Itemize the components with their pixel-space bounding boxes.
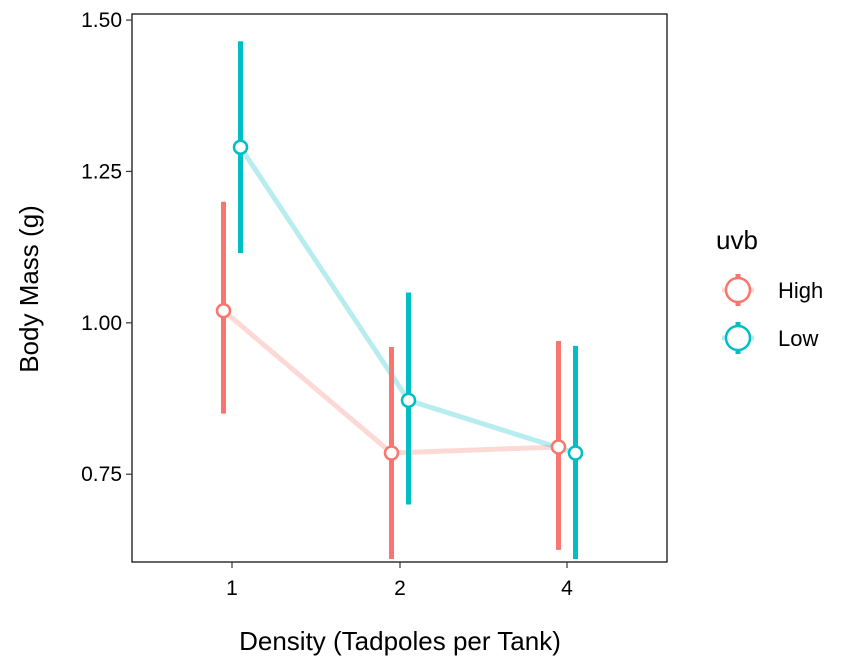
y-axis: 0.75 1.00 1.25 1.50 xyxy=(81,9,132,486)
point-low xyxy=(567,445,584,461)
legend-label-low: Low xyxy=(778,326,818,351)
y-tick-label: 0.75 xyxy=(81,463,122,486)
x-axis-title: Density (Tadpoles per Tank) xyxy=(239,626,561,656)
legend-label-high: High xyxy=(778,278,823,303)
y-tick-label: 1.00 xyxy=(81,312,122,335)
point-high xyxy=(383,445,400,461)
y-tick-label: 1.25 xyxy=(81,160,122,183)
legend-title: uvb xyxy=(716,225,758,255)
point-high xyxy=(550,439,567,455)
legend-key-point-high xyxy=(724,276,752,304)
point-low xyxy=(400,392,417,409)
x-axis: 1 2 4 xyxy=(226,562,573,600)
x-tick-label: 4 xyxy=(561,577,573,600)
legend: uvb High Low xyxy=(716,225,823,354)
panel-frame xyxy=(131,13,668,563)
y-axis-title: Body Mass (g) xyxy=(14,205,44,373)
x-tick-label: 2 xyxy=(394,577,406,600)
x-tick-label: 1 xyxy=(226,577,238,600)
y-tick-label: 1.50 xyxy=(81,9,122,32)
point-low xyxy=(232,139,249,155)
point-high xyxy=(215,302,232,319)
legend-key-point-low xyxy=(724,324,752,352)
points xyxy=(215,139,584,461)
